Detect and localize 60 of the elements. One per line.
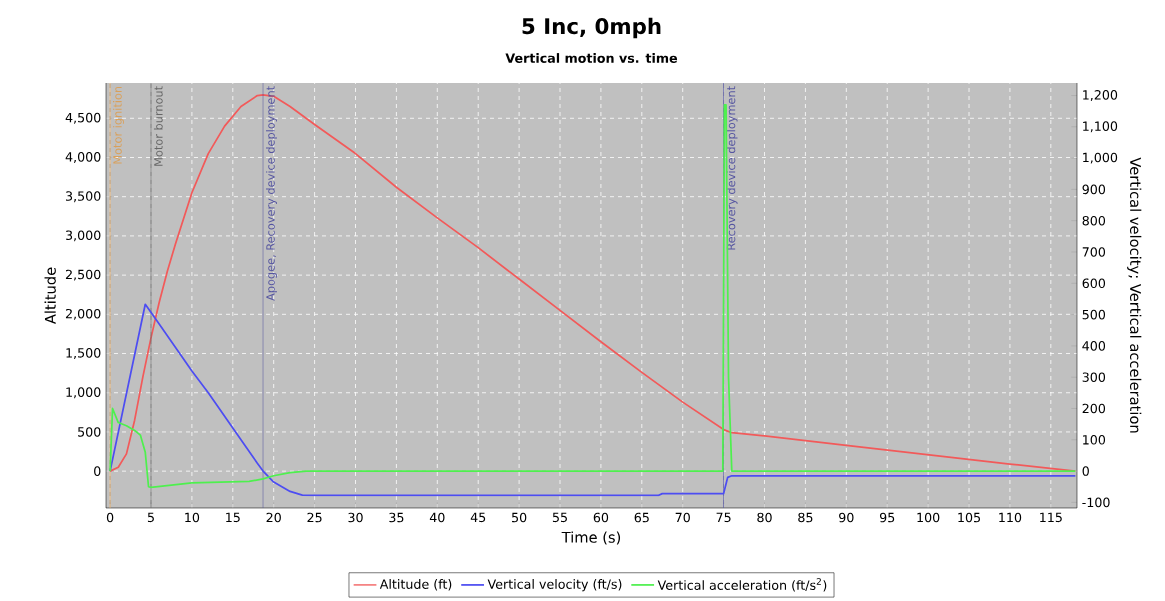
legend-label: Vertical acceleration (ft/s$^{2}$): [657, 578, 827, 592]
y-tick-label: 0: [94, 466, 101, 476]
y-tick-label: 3,500: [65, 191, 101, 203]
y-tick-label: 2,000: [65, 308, 101, 320]
y2-tick-label: 600: [1082, 278, 1106, 289]
x-tick-label: 115: [1040, 512, 1062, 523]
chart-title: 5 Inc, 0mph: [522, 17, 661, 39]
x-tick-label: 50: [512, 512, 527, 523]
x-tick-label: 105: [958, 512, 981, 523]
x-tick-label: 25: [307, 512, 322, 523]
y2-tick-label: 1,000: [1083, 152, 1118, 164]
x-tick-label: 5: [147, 512, 154, 523]
x-tick-label: 110: [999, 512, 1022, 523]
y-tick-label: 4,500: [65, 112, 101, 124]
y2-tick-label: 700: [1082, 247, 1106, 257]
x-tick-label: 35: [389, 512, 404, 523]
x-axis-title: Time (s): [561, 531, 621, 545]
y2-tick-label: 0: [1082, 466, 1089, 476]
y2-tick-label: 200: [1082, 403, 1106, 414]
y2-tick-label: 1,100: [1083, 121, 1118, 133]
ref-line-label: Apogee, Recovery device deployment: [265, 86, 277, 301]
x-tick-label: 40: [429, 512, 445, 523]
x-tick-label: 15: [226, 512, 240, 523]
y2-tick-label: 900: [1082, 184, 1106, 195]
x-tick-label: 80: [757, 512, 772, 523]
y2-tick-label: 300: [1082, 372, 1106, 382]
y-tick-label: 500: [78, 427, 101, 437]
y2-tick-label: 1,200: [1083, 90, 1118, 101]
x-tick-label: 45: [470, 512, 486, 523]
x-tick-label: 60: [593, 512, 609, 523]
y2-axis-title: Vertical velocity; Vertical acceleration: [1127, 157, 1142, 433]
y-tick-label: 1,500: [66, 348, 101, 359]
ref-line-label: Recovery device deployment: [726, 86, 738, 250]
y-tick-label: 2,500: [65, 269, 101, 281]
x-tick-label: 0: [106, 512, 114, 523]
y-tick-label: 4,000: [65, 152, 101, 163]
chart-subtitle: Vertical motion vs. time: [505, 53, 678, 63]
y2-tick-label: -100: [1082, 497, 1110, 508]
x-tick-label: 30: [348, 512, 363, 523]
x-tick-label: 55: [552, 512, 567, 523]
x-tick-label: 70: [675, 512, 690, 523]
y-tick-label: 3,000: [65, 230, 101, 242]
y2-tick-label: 500: [1082, 309, 1106, 320]
y-tick-label: 1,000: [66, 387, 101, 399]
x-tick-label: 65: [634, 512, 649, 523]
legend-label: Altitude (ft): [379, 579, 452, 591]
ref-line-label: Motor burnout: [153, 86, 163, 166]
x-tick-label: 90: [839, 512, 854, 523]
x-tick-label: 75: [716, 512, 731, 523]
x-tick-label: 20: [266, 512, 281, 523]
y2-tick-label: 100: [1083, 434, 1106, 445]
legend-label: Vertical velocity (ft/s): [487, 579, 622, 592]
x-tick-label: 85: [798, 512, 813, 523]
x-tick-label: 95: [879, 512, 895, 523]
x-tick-label: 10: [185, 512, 200, 523]
y2-tick-label: 400: [1082, 341, 1106, 351]
y2-tick-label: 800: [1082, 215, 1106, 226]
ref-line-label: Motor ignition: [113, 86, 124, 164]
x-tick-label: 100: [917, 512, 940, 523]
y-axis-title: Altitude: [44, 267, 56, 325]
